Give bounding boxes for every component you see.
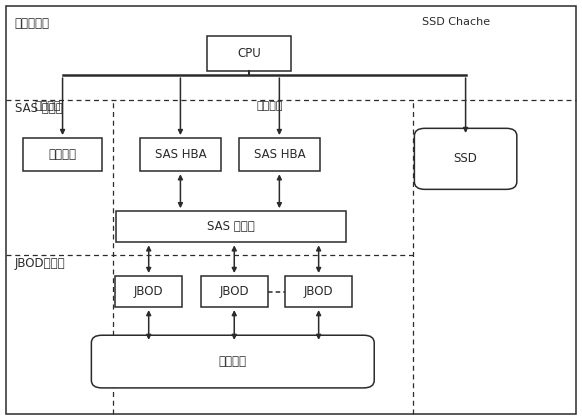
Bar	[115, 276, 182, 307]
Text: 存储控制器: 存储控制器	[15, 17, 49, 30]
FancyBboxPatch shape	[414, 128, 517, 189]
Text: 前端设备: 前端设备	[35, 101, 62, 111]
Text: JBOD: JBOD	[134, 285, 164, 298]
Text: SAS HBA: SAS HBA	[155, 148, 206, 161]
Bar	[239, 138, 320, 171]
Text: 后端设备: 后端设备	[256, 101, 283, 111]
Bar	[201, 276, 268, 307]
Text: SSD Chache: SSD Chache	[422, 17, 490, 27]
Text: JBOD扩展柜: JBOD扩展柜	[15, 257, 65, 270]
Text: SAS 交换机: SAS 交换机	[207, 220, 255, 233]
Text: 磁盘系统: 磁盘系统	[219, 355, 247, 368]
Text: JBOD: JBOD	[219, 285, 249, 298]
Text: SSD: SSD	[453, 152, 478, 166]
Bar	[207, 36, 291, 71]
Text: CPU: CPU	[237, 47, 261, 60]
Bar	[140, 138, 221, 171]
Bar	[23, 138, 102, 171]
Bar	[116, 211, 346, 242]
Text: SAS HBA: SAS HBA	[254, 148, 305, 161]
Bar	[285, 276, 352, 307]
Text: JBOD: JBOD	[304, 285, 333, 298]
FancyBboxPatch shape	[91, 335, 374, 388]
Text: 高速网卡: 高速网卡	[48, 148, 77, 161]
Text: SAS 交换机: SAS 交换机	[15, 102, 62, 115]
